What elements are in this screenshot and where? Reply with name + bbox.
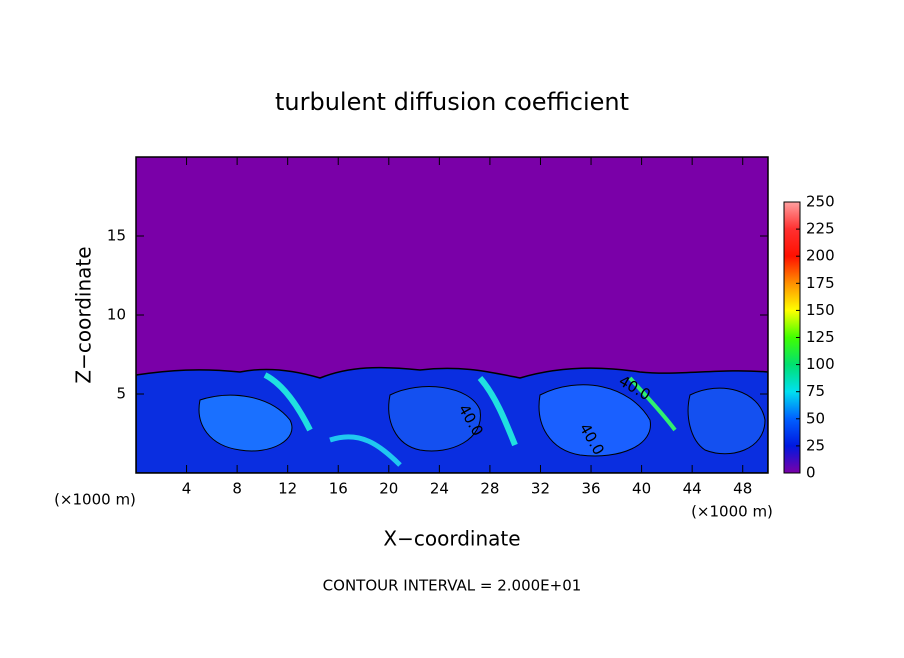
x-unit-label: (×1000 m): [691, 503, 773, 521]
x-tick-label: 20: [379, 480, 398, 498]
colorbar-tick-label: 25: [806, 436, 825, 454]
y-tick-label: 10: [107, 306, 126, 324]
y-tick-label: 15: [107, 227, 126, 245]
x-tick-label: 4: [182, 480, 192, 498]
colorbar-tick-label: 0: [806, 464, 816, 482]
colorbar-tick-label: 175: [806, 274, 835, 292]
x-tick-label: 44: [683, 480, 702, 498]
colorbar-tick-label: 225: [806, 220, 835, 238]
y-tick-label: 5: [116, 385, 126, 403]
x-tick-label: 24: [430, 480, 449, 498]
colorbar-tick-label: 100: [806, 355, 835, 373]
x-tick-label: 48: [733, 480, 752, 498]
x-tick-label: 36: [581, 480, 600, 498]
colorbar-tick-label: 150: [806, 301, 835, 319]
colorbar-tick-label: 125: [806, 328, 835, 346]
x-unit-label: (×1000 m): [54, 491, 136, 509]
field: [136, 157, 768, 473]
colorbar-tick-label: 50: [806, 409, 825, 427]
x-tick-label: 8: [232, 480, 242, 498]
x-tick-label: 12: [278, 480, 297, 498]
colorbar-tick-label: 250: [806, 193, 835, 211]
y-axis-label: Z−coordinate: [72, 246, 96, 383]
x-axis-label: X−coordinate: [383, 527, 520, 551]
x-tick-label: 16: [329, 480, 348, 498]
x-tick-label: 40: [632, 480, 651, 498]
chart-title: turbulent diffusion coefficient: [275, 88, 629, 116]
footer-note: CONTOUR INTERVAL = 2.000E+01: [323, 577, 582, 595]
x-tick-label: 32: [531, 480, 550, 498]
x-tick-label: 28: [480, 480, 499, 498]
colorbar-tick-label: 200: [806, 247, 835, 265]
colorbar-tick-label: 75: [806, 382, 825, 400]
